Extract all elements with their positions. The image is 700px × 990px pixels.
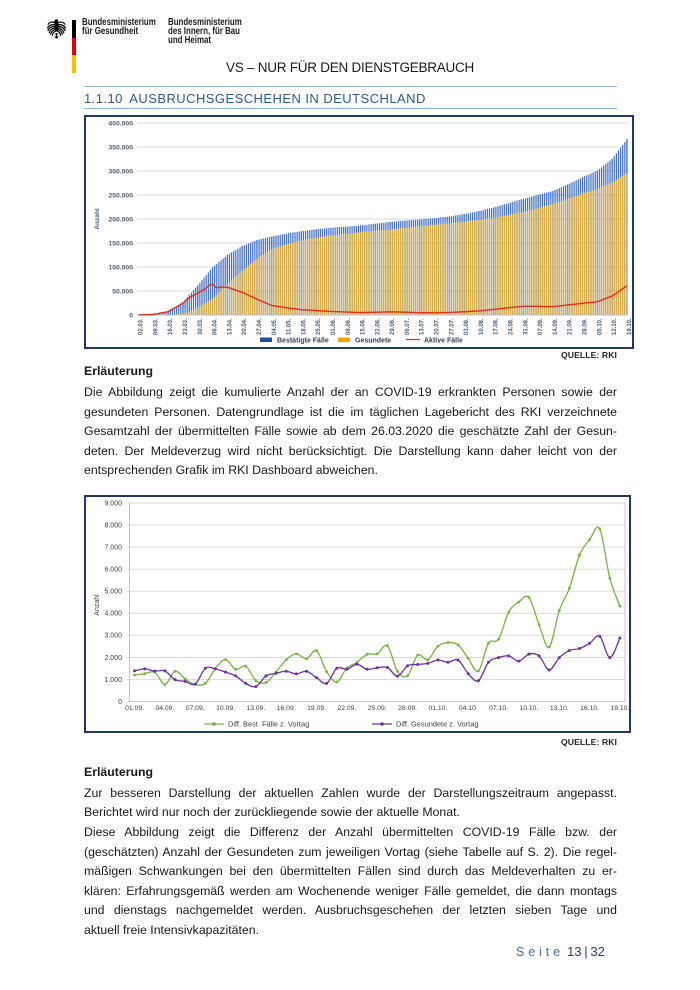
svg-text:6.000: 6.000 [104, 567, 122, 574]
svg-text:350.000: 350.000 [108, 144, 133, 151]
svg-text:25.05.: 25.05. [316, 317, 322, 334]
svg-text:250.000: 250.000 [108, 192, 133, 199]
svg-text:09.03.: 09.03. [153, 317, 159, 334]
svg-text:31.08.: 31.08. [523, 317, 529, 334]
svg-text:05.10.: 05.10. [597, 317, 603, 334]
svg-text:13.04.: 13.04. [227, 317, 233, 334]
svg-text:28.09.: 28.09. [583, 317, 589, 334]
svg-text:24.08.: 24.08. [509, 317, 515, 334]
svg-text:16.09.: 16.09. [277, 705, 296, 712]
svg-text:22.06.: 22.06. [375, 317, 381, 334]
svg-text:25.09.: 25.09. [368, 705, 387, 712]
svg-text:13.10.: 13.10. [550, 705, 569, 712]
svg-text:Anzahl: Anzahl [94, 208, 101, 230]
svg-text:27.04.: 27.04. [257, 317, 263, 334]
svg-text:07.09.: 07.09. [186, 705, 205, 712]
svg-text:19.10.: 19.10. [627, 317, 633, 334]
svg-text:17.08.: 17.08. [494, 317, 500, 334]
svg-text:Diff. Best. Fälle z. Vortag: Diff. Best. Fälle z. Vortag [228, 720, 309, 729]
svg-text:16.10.: 16.10. [580, 705, 599, 712]
svg-text:21.09.: 21.09. [568, 317, 574, 334]
svg-text:5.000: 5.000 [104, 589, 122, 596]
svg-text:Gesundete: Gesundete [355, 337, 391, 344]
svg-text:10.08.: 10.08. [479, 317, 485, 334]
svg-text:02.03.: 02.03. [139, 317, 145, 334]
svg-text:08.06.: 08.06. [346, 317, 352, 334]
svg-text:20.04.: 20.04. [242, 317, 248, 334]
svg-text:Bestätigte Fälle: Bestätigte Fälle [277, 337, 329, 344]
svg-text:100.000: 100.000 [108, 264, 133, 271]
svg-text:15.06.: 15.06. [361, 317, 367, 334]
svg-text:9.000: 9.000 [104, 500, 122, 507]
svg-text:22.09.: 22.09. [337, 705, 356, 712]
svg-text:150.000: 150.000 [108, 240, 133, 247]
svg-text:30.03.: 30.03. [198, 317, 204, 334]
svg-text:16.03.: 16.03. [168, 317, 174, 334]
svg-text:14.09.: 14.09. [553, 317, 559, 334]
svg-text:01.09.: 01.09. [125, 705, 144, 712]
svg-text:4.000: 4.000 [104, 611, 122, 618]
svg-text:29.06.: 29.06. [390, 317, 396, 334]
svg-text:28.09.: 28.09. [398, 705, 417, 712]
svg-text:2.000: 2.000 [104, 655, 122, 662]
svg-text:27.07.: 27.07. [449, 317, 455, 334]
svg-text:50.000: 50.000 [112, 288, 133, 295]
svg-text:06.07.: 06.07. [405, 317, 411, 334]
svg-text:07.10.: 07.10. [489, 705, 508, 712]
svg-text:04.05.: 04.05. [272, 317, 278, 334]
svg-text:19.10.: 19.10. [610, 705, 629, 712]
svg-text:10.10.: 10.10. [519, 705, 538, 712]
svg-text:20.07.: 20.07. [435, 317, 441, 334]
svg-text:200.000: 200.000 [108, 216, 133, 223]
svg-text:03.08.: 03.08. [464, 317, 470, 334]
svg-text:8.000: 8.000 [104, 522, 122, 529]
svg-text:400.000: 400.000 [108, 120, 133, 127]
svg-text:04.09.: 04.09. [155, 705, 174, 712]
svg-text:11.05.: 11.05. [287, 318, 293, 335]
svg-text:06.04.: 06.04. [213, 317, 219, 334]
svg-text:0: 0 [118, 699, 122, 706]
svg-text:10.09.: 10.09. [216, 705, 235, 712]
svg-text:Anzahl: Anzahl [94, 594, 101, 616]
svg-text:13.07.: 13.07. [420, 317, 426, 334]
svg-text:23.03.: 23.03. [183, 317, 189, 334]
svg-text:18.05.: 18.05. [301, 317, 307, 334]
svg-text:Aktive Fälle: Aktive Fälle [424, 337, 463, 344]
svg-text:1.000: 1.000 [104, 677, 122, 684]
svg-text:01.10.: 01.10. [428, 705, 447, 712]
svg-text:12.10.: 12.10. [612, 317, 618, 334]
svg-text:07.09.: 07.09. [538, 317, 544, 334]
svg-text:01.06.: 01.06. [331, 317, 337, 334]
svg-text:3.000: 3.000 [104, 633, 122, 640]
svg-text:04.10.: 04.10. [459, 705, 478, 712]
svg-text:Diff. Gesundete z. Vortag: Diff. Gesundete z. Vortag [396, 720, 478, 729]
svg-text:0: 0 [129, 312, 133, 319]
svg-text:7.000: 7.000 [104, 544, 122, 551]
svg-text:19.09.: 19.09. [307, 705, 326, 712]
svg-text:13.09.: 13.09. [246, 705, 265, 712]
svg-text:300.000: 300.000 [108, 168, 133, 175]
